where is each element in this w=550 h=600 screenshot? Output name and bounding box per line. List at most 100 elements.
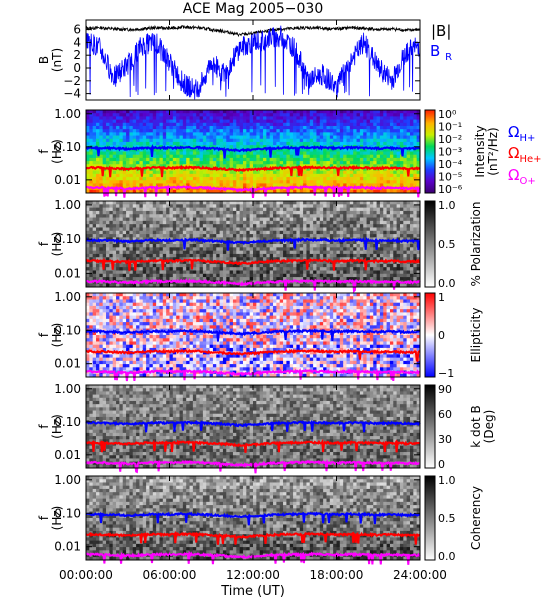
- heatmap-cell: [239, 173, 244, 178]
- heatmap-cell: [313, 173, 317, 178]
- heatmap-cell: [263, 257, 267, 261]
- heatmap-cell: [299, 257, 304, 261]
- heatmap-cell: [336, 157, 341, 162]
- heatmap-cell: [246, 250, 251, 255]
- heatmap-cell: [323, 154, 327, 159]
- heatmap-cell: [146, 230, 150, 235]
- heatmap-cell: [283, 230, 287, 235]
- heatmap-cell: [349, 217, 354, 222]
- heatmap-cell: [359, 253, 364, 258]
- heatmap-cell: [176, 161, 180, 165]
- heatmap-cell: [149, 132, 154, 136]
- heatmap-cell: [139, 151, 144, 156]
- heatmap-cell: [222, 119, 227, 124]
- heatmap-cell: [363, 214, 367, 218]
- heatmap-cell: [319, 177, 324, 181]
- heatmap-cell: [106, 180, 110, 184]
- heatmap-cell: [406, 141, 411, 146]
- heatmap-cell: [229, 257, 234, 261]
- heatmap-cell: [132, 257, 137, 261]
- heatmap-cell: [189, 240, 194, 245]
- heatmap-cell: [246, 217, 251, 222]
- heatmap-cell: [286, 125, 291, 130]
- y-axis-label-0-0: B: [37, 56, 51, 64]
- heatmap-cell: [416, 164, 421, 168]
- heatmap-cell: [212, 217, 217, 222]
- heatmap-cell: [232, 257, 237, 261]
- heatmap-cell: [349, 204, 354, 209]
- heatmap-cell: [126, 234, 130, 238]
- heatmap-cell: [122, 257, 127, 261]
- heatmap-cell: [139, 110, 144, 114]
- heatmap-cell: [172, 189, 177, 194]
- heatmap-cell: [219, 129, 224, 133]
- heatmap-cell: [269, 283, 274, 288]
- heatmap-cell: [346, 125, 351, 130]
- heatmap-cell: [363, 151, 367, 156]
- heatmap-cell: [152, 167, 157, 172]
- heatmap-cell: [273, 240, 277, 245]
- heatmap-cell: [206, 173, 210, 178]
- heatmap-cell: [246, 257, 251, 261]
- heatmap-cell: [129, 164, 134, 168]
- heatmap-cell: [212, 145, 217, 149]
- heatmap-cell: [132, 210, 137, 215]
- heatmap-cell: [376, 247, 381, 252]
- heatmap-cell: [136, 154, 140, 159]
- heatmap-cell: [216, 113, 220, 117]
- heatmap-cell: [396, 116, 401, 120]
- heatmap-cell: [216, 125, 220, 130]
- heatmap-cell: [119, 122, 124, 127]
- heatmap-cell: [112, 204, 117, 209]
- heatmap-cell: [273, 154, 277, 159]
- heatmap-cell: [229, 273, 234, 278]
- heatmap-cell: [86, 110, 90, 114]
- heatmap-cell: [176, 253, 180, 258]
- heatmap-cell: [116, 183, 120, 188]
- heatmap-cell: [149, 113, 154, 117]
- heatmap-cell: [399, 173, 404, 178]
- heatmap-cell: [376, 277, 381, 281]
- heatmap-cell: [146, 263, 150, 268]
- heatmap-cell: [146, 183, 150, 188]
- heatmap-cell: [129, 116, 134, 120]
- heatmap-cell: [202, 167, 207, 172]
- heatmap-cell: [369, 125, 374, 130]
- heatmap-cell: [283, 263, 287, 268]
- heatmap-cell: [206, 220, 210, 225]
- heatmap-cell: [182, 161, 187, 165]
- heatmap-cell: [303, 263, 307, 268]
- heatmap-cell: [222, 122, 227, 127]
- heatmap-cell: [333, 237, 337, 242]
- heatmap-cell: [112, 277, 117, 281]
- heatmap-cell: [356, 110, 361, 114]
- heatmap-cell: [373, 157, 377, 162]
- heatmap-cell: [409, 161, 414, 165]
- heatmap-cell: [172, 240, 177, 245]
- heatmap-cell: [106, 237, 110, 242]
- heatmap-cell: [136, 240, 140, 245]
- heatmap-cell: [146, 129, 150, 133]
- heatmap-cell: [232, 119, 237, 124]
- heatmap-cell: [226, 173, 231, 178]
- heatmap-cell: [306, 113, 311, 117]
- heatmap-cell: [162, 224, 167, 228]
- heatmap-cell: [246, 204, 251, 209]
- heatmap-cell: [162, 257, 167, 261]
- heatmap-cell: [122, 224, 127, 228]
- heatmap-cell: [92, 189, 97, 194]
- heatmap-cell: [239, 230, 244, 235]
- heatmap-cell: [366, 170, 371, 175]
- heatmap-cell: [293, 273, 297, 278]
- heatmap-cell: [159, 116, 164, 120]
- heatmap-cell: [296, 122, 301, 127]
- heatmap-cell: [169, 217, 174, 222]
- heatmap-cell: [86, 141, 90, 146]
- heatmap-cell: [159, 201, 164, 205]
- heatmap-cell: [323, 173, 327, 178]
- heatmap-cell: [96, 247, 100, 252]
- heatmap-cell: [196, 154, 200, 159]
- heatmap-cell: [289, 214, 294, 218]
- heatmap-cell: [266, 164, 271, 168]
- heatmap-cell: [299, 151, 304, 156]
